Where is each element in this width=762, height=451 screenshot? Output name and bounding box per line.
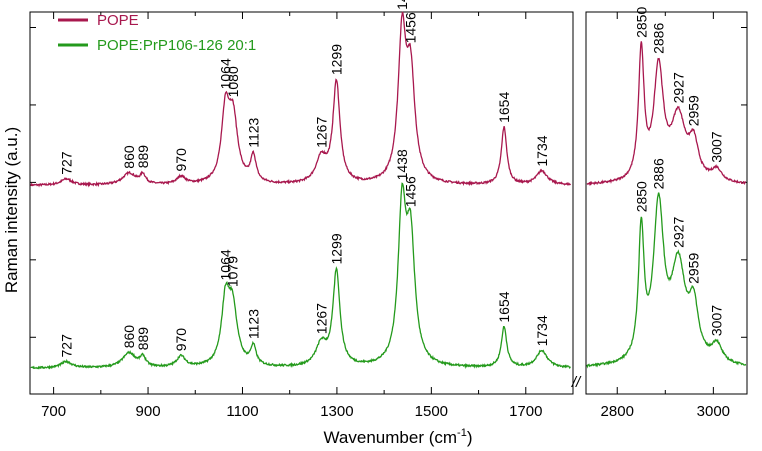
x-axis-title-close: ) — [467, 428, 473, 447]
peak-label-pope-1267: 1267 — [313, 117, 329, 148]
peak-label-pope-1456: 1456 — [403, 12, 419, 43]
peak-label-pope-2850: 2850 — [633, 7, 649, 38]
spectrum-line-pope-segment-2 — [586, 41, 746, 187]
x-axis-title-superscript: -1 — [457, 427, 467, 439]
peak-label-pope-prp-2850: 2850 — [633, 181, 649, 212]
peak-label-pope-prp-3007: 3007 — [709, 305, 725, 336]
peak-label-pope-prp-1064: 1064 — [218, 249, 234, 280]
peak-label-pope-1299: 1299 — [328, 44, 344, 75]
x-tick-label: 1500 — [415, 403, 448, 420]
peak-label-pope-1080: 1080 — [225, 66, 241, 97]
peak-label-pope-2959: 2959 — [686, 95, 702, 126]
spectrum-line-pope-segment-1 — [30, 11, 572, 188]
x-tick-label: 1300 — [320, 403, 353, 420]
peak-label-pope-prp-1456: 1456 — [403, 176, 419, 207]
peak-label-pope-prp-1267: 1267 — [313, 303, 329, 334]
axes-frames — [29, 11, 748, 395]
legend-label-pope-prp: POPE:PrP106-126 20:1 — [97, 37, 256, 54]
axis-break-mark: // — [571, 374, 582, 391]
x-tick-label: 900 — [136, 403, 161, 420]
peak-label-pope-prp-970: 970 — [173, 328, 189, 352]
x-axis-title: Wavenumber (cm-1) — [324, 427, 473, 447]
peak-label-pope-1734: 1734 — [534, 135, 550, 166]
peak-label-pope-1064: 1064 — [218, 58, 234, 89]
peak-label-pope-prp-889: 889 — [135, 327, 151, 351]
peak-labels: 7278608899701064108011231267129914381456… — [58, 0, 724, 358]
peak-label-pope-prp-2886: 2886 — [651, 158, 667, 189]
spectrum-lines — [30, 11, 747, 370]
axes-frame-1 — [29, 11, 574, 395]
x-ticks: 700 900 1100 1300 1500 1700 2800 3000 — [41, 12, 730, 420]
x-tick-label: 1700 — [509, 403, 542, 420]
peak-label-pope-860: 860 — [121, 145, 137, 169]
peak-label-pope-727: 727 — [58, 151, 74, 175]
x-tick-label: 2800 — [601, 403, 634, 420]
peak-label-pope-889: 889 — [135, 145, 151, 169]
peak-label-pope-3007: 3007 — [709, 131, 725, 162]
peak-label-pope-prp-860: 860 — [121, 325, 137, 349]
x-tick-label: 3000 — [697, 403, 730, 420]
peak-label-pope-prp-1079: 1079 — [225, 256, 241, 287]
legend-label-pope: POPE — [97, 12, 139, 29]
legend: POPE POPE:PrP106-126 20:1 — [58, 12, 256, 54]
y-axis-title: Raman intensity (a.u.) — [2, 127, 21, 293]
peak-label-pope-1654: 1654 — [496, 92, 512, 123]
peak-label-pope-prp-1734: 1734 — [534, 315, 550, 346]
peak-label-pope-prp-1654: 1654 — [496, 291, 512, 322]
x-tick-label: 1100 — [226, 403, 258, 420]
peak-label-pope-1438: 1438 — [394, 0, 410, 10]
peak-label-pope-prp-1123: 1123 — [245, 309, 261, 339]
peak-label-pope-prp-1299: 1299 — [328, 233, 344, 264]
peak-label-pope-1123: 1123 — [245, 117, 261, 147]
peak-label-pope-prp-1438: 1438 — [394, 149, 410, 180]
x-tick-label: 700 — [41, 403, 66, 420]
peak-label-pope-970: 970 — [173, 148, 189, 172]
spectrum-line-pope-prp-segment-2 — [586, 192, 747, 369]
peak-label-pope-prp-2927: 2927 — [670, 217, 686, 248]
peak-label-pope-2886: 2886 — [651, 23, 667, 54]
peak-label-pope-2927: 2927 — [670, 72, 686, 103]
axes-frame-2 — [585, 11, 748, 395]
x-axis-title-main: Wavenumber (cm — [324, 428, 458, 447]
peak-label-pope-prp-2959: 2959 — [686, 253, 702, 284]
peak-label-pope-prp-727: 727 — [58, 334, 74, 358]
spectrum-line-pope-prp-segment-1 — [30, 182, 571, 370]
